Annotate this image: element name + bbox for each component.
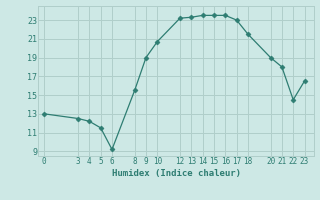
X-axis label: Humidex (Indice chaleur): Humidex (Indice chaleur) bbox=[111, 169, 241, 178]
